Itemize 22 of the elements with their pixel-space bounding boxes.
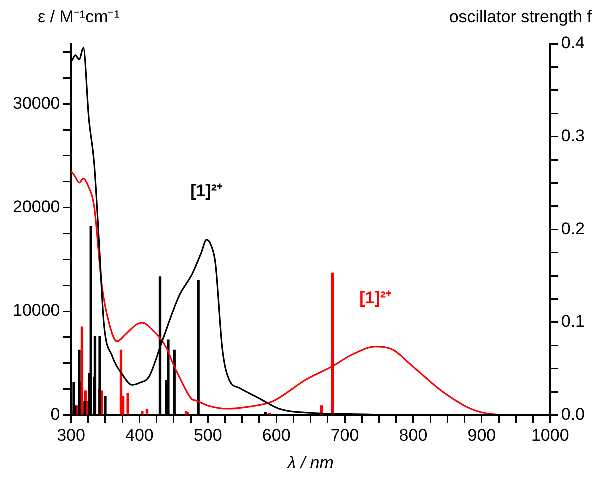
- y-tick-label: 20000: [12, 198, 60, 217]
- text: [1]²⁺: [360, 288, 392, 308]
- x-tick-label: 900: [468, 426, 496, 446]
- y-tick-label: 0: [50, 404, 60, 424]
- y2-tick-label: 0.4: [561, 34, 586, 53]
- y2-tick-label: 0.2: [561, 219, 586, 238]
- text: [1]²⁺: [190, 182, 224, 201]
- y2-tick-label: 0.1: [561, 312, 586, 332]
- y-tick-label: 10000: [12, 301, 60, 320]
- x-tick-label: 700: [330, 426, 360, 446]
- x-axis-title: λ / nm: [286, 454, 334, 473]
- y2-tick-label: 0.3: [561, 126, 586, 146]
- x-tick-label: 500: [194, 426, 222, 446]
- y-axis-title: ε / M⁻¹cm⁻¹: [38, 8, 120, 27]
- y-tick-label: 30000: [12, 94, 60, 113]
- x-tick-label: 300: [57, 426, 86, 446]
- x-tick-label: 400: [126, 426, 154, 446]
- y2-axis-title: oscillator strength f: [449, 8, 592, 27]
- x-tick-label: 1000: [531, 426, 570, 446]
- x-tick-label: 600: [262, 426, 291, 446]
- y2-tick-label: 0.0: [561, 404, 586, 424]
- x-tick-label: 800: [399, 426, 428, 446]
